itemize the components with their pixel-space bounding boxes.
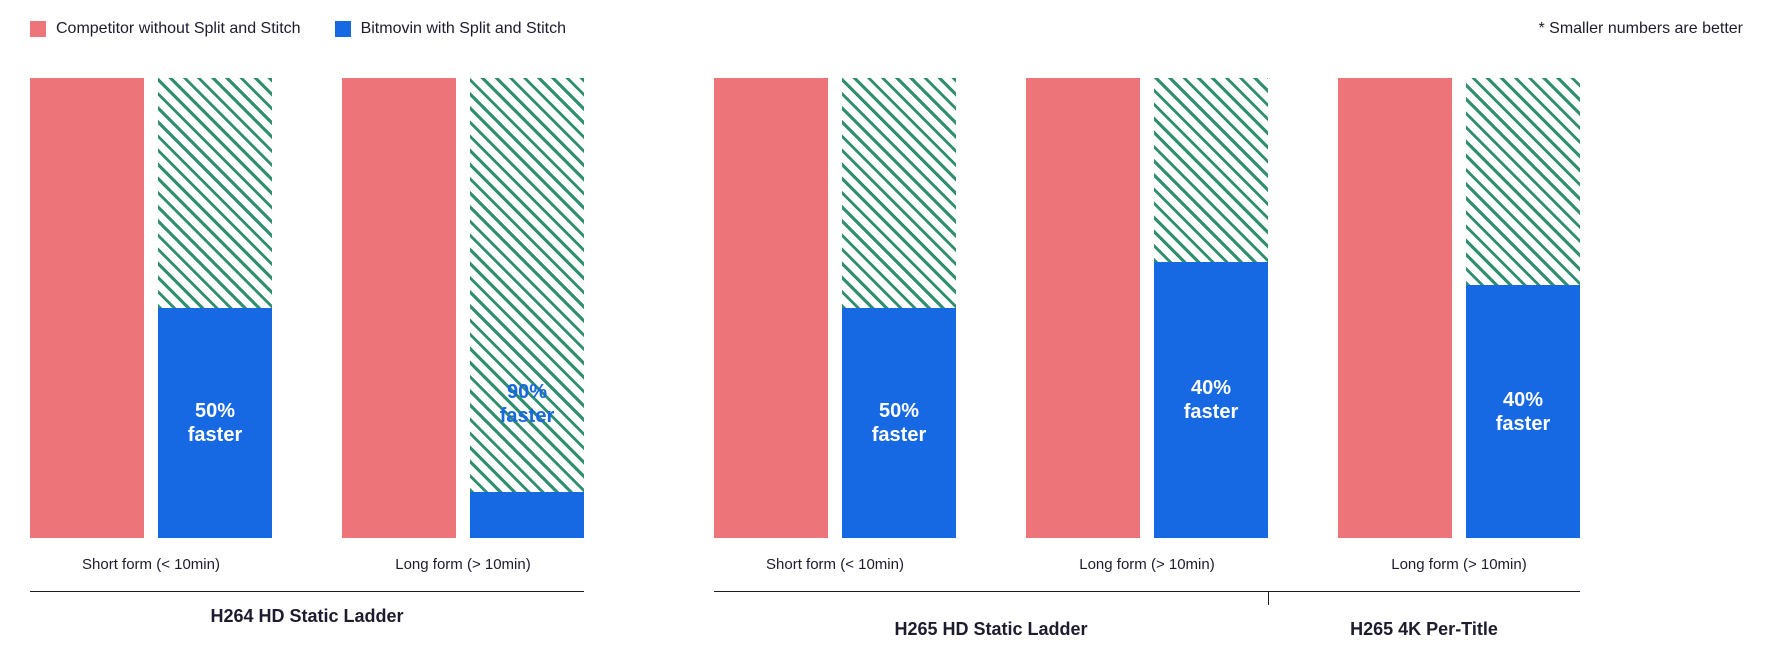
- hatch-region: [470, 78, 584, 492]
- bitmovin-bar: 90%faster: [470, 78, 584, 538]
- bitmovin-solid: 50%faster: [842, 308, 956, 538]
- bitmovin-bar: 50%faster: [158, 78, 272, 538]
- competitor-bar: [342, 78, 456, 538]
- footnote: * Smaller numbers are better: [1538, 20, 1743, 38]
- hatch-region: [158, 78, 272, 308]
- hatch-region: [1466, 78, 1580, 285]
- bitmovin-solid: 40%faster: [1466, 285, 1580, 538]
- section-titles-right: H265 HD Static Ladder H265 4K Per-Title: [714, 619, 1580, 640]
- x-labels-right: Short form (< 10min) Long form (> 10min) L…: [714, 556, 1580, 573]
- bar-group: 40%faster: [1026, 78, 1268, 538]
- chart-block-left: 50%faster 90%faster Short form (< 10min) L…: [30, 78, 584, 640]
- bitmovin-bar: 40%faster: [1154, 78, 1268, 538]
- competitor-bar: [1026, 78, 1140, 538]
- section-rules-right: [714, 591, 1580, 605]
- competitor-swatch: [30, 21, 46, 37]
- bitmovin-solid: 50%faster: [158, 308, 272, 538]
- legend-bitmovin-label: Bitmovin with Split and Stitch: [361, 20, 566, 38]
- x-tick-label: Short form (< 10min): [30, 556, 272, 573]
- bitmovin-bar: 50%faster: [842, 78, 956, 538]
- pct-label: 50%faster: [188, 399, 242, 447]
- section-title-0: H264 HD Static Ladder: [30, 606, 584, 627]
- x-tick-label: Long form (> 10min): [1338, 556, 1580, 573]
- bar-group: 50%faster: [714, 78, 956, 538]
- pct-label: 50%faster: [872, 399, 926, 447]
- bitmovin-solid: 40%faster: [1154, 262, 1268, 538]
- legend-item-bitmovin: Bitmovin with Split and Stitch: [335, 20, 566, 38]
- bitmovin-solid: [470, 492, 584, 538]
- hatch-region: [842, 78, 956, 308]
- bitmovin-swatch: [335, 21, 351, 37]
- pct-label: 90%faster: [470, 380, 584, 428]
- plot-area-right: 50%faster 40%faster 40%faster: [714, 78, 1580, 538]
- x-labels-left: Short form (< 10min) Long form (> 10min): [30, 556, 584, 573]
- hatch-region: [1154, 78, 1268, 262]
- legend-row: Competitor without Split and Stitch Bitm…: [30, 20, 1743, 38]
- section-title-2: H265 4K Per-Title: [1268, 619, 1580, 640]
- section-titles-left: H264 HD Static Ladder: [30, 606, 584, 627]
- bar-group: 40%faster: [1338, 78, 1580, 538]
- section-rule-1: [714, 591, 1268, 605]
- x-tick-label: Long form (> 10min): [342, 556, 584, 573]
- bar-group: 50%faster: [30, 78, 272, 538]
- legend-left: Competitor without Split and Stitch Bitm…: [30, 20, 566, 38]
- section-title-1: H265 HD Static Ladder: [714, 619, 1268, 640]
- chart-block-right: 50%faster 40%faster 40%faster Short form (…: [714, 78, 1580, 640]
- x-tick-label: Long form (> 10min): [1026, 556, 1268, 573]
- legend-item-competitor: Competitor without Split and Stitch: [30, 20, 301, 38]
- section-rule-left: [30, 591, 584, 592]
- charts-row: 50%faster 90%faster Short form (< 10min) L…: [30, 78, 1743, 640]
- bar-group: 90%faster: [342, 78, 584, 538]
- pct-label: 40%faster: [1184, 376, 1238, 424]
- section-rule-2: [1269, 591, 1580, 605]
- legend-competitor-label: Competitor without Split and Stitch: [56, 20, 301, 38]
- pct-label: 40%faster: [1496, 388, 1550, 436]
- bitmovin-bar: 40%faster: [1466, 78, 1580, 538]
- plot-area-left: 50%faster 90%faster: [30, 78, 584, 538]
- competitor-bar: [714, 78, 828, 538]
- competitor-bar: [1338, 78, 1452, 538]
- competitor-bar: [30, 78, 144, 538]
- x-tick-label: Short form (< 10min): [714, 556, 956, 573]
